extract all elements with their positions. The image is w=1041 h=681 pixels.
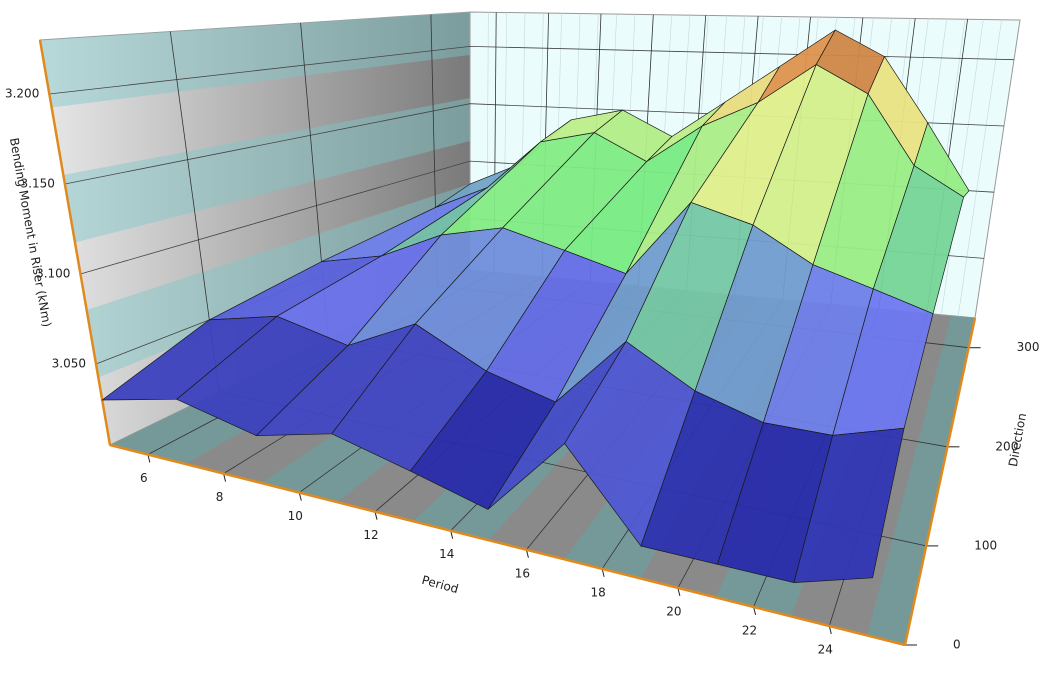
axis-edge (903, 317, 977, 646)
y-tick-label: 200 (995, 439, 1018, 453)
y-tick-label: 0 (953, 638, 961, 652)
z-tick-label: 3.050 (52, 357, 86, 371)
wall-band (63, 98, 471, 243)
x-tick-label: 16 (515, 566, 530, 580)
x-tick-label: 18 (591, 585, 606, 599)
floor-band (867, 315, 975, 645)
x-tick-label: 12 (363, 528, 378, 542)
z-tick-label: 3.100 (36, 267, 70, 281)
z-axis-title: Bending Moment in Riser (kNm) (7, 137, 54, 328)
x-tick-label: 20 (666, 604, 681, 618)
z-tick-label: 3.200 (5, 87, 39, 101)
back-minor-grid (941, 19, 984, 315)
wall-band (40, 12, 470, 108)
x-tick-label: 8 (216, 490, 224, 504)
back-minor-grid (957, 19, 1002, 317)
axis-edge (109, 443, 906, 647)
wall-band (86, 184, 470, 378)
x-tick-label: 24 (818, 642, 833, 656)
x-tick-label: 14 (439, 547, 454, 561)
y-tick-label: 300 (1017, 340, 1040, 354)
y-tick-label: 100 (974, 538, 997, 552)
surface-cell (793, 427, 905, 583)
x-tick-label: 6 (140, 471, 148, 485)
axis-edge (38, 39, 112, 446)
x-tick-label: 22 (742, 623, 757, 637)
z-tick-label: 3.150 (21, 177, 55, 191)
x-axis-title: Period (420, 573, 460, 596)
x-tick-label: 10 (288, 509, 303, 523)
plot-area: 3.050 3.100 3.150 3.200 6 8 10 12 14 16 18 20 22 24 0 1… (5, 11, 1040, 656)
